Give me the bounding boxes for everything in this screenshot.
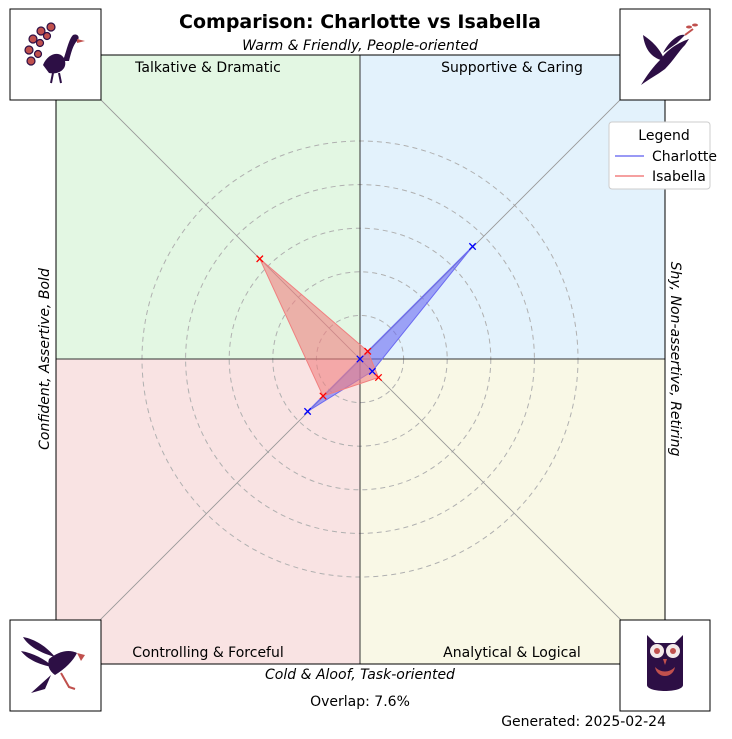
- quadrant-label-talkative: Talkative & Dramatic: [134, 60, 281, 76]
- legend-entry-isabella: Isabella: [652, 169, 706, 185]
- dove-icon: [619, 8, 711, 101]
- axis-label-left: Confident, Assertive, Bold: [37, 268, 53, 450]
- owl-icon: [619, 619, 711, 712]
- legend: Legend Charlotte Isabella: [608, 121, 717, 190]
- plot-frame: [55, 54, 666, 665]
- point-marker-charlotte: [303, 407, 312, 416]
- quadrant-label-analytical: Analytical & Logical: [443, 645, 581, 661]
- point-marker-isabella: [256, 255, 264, 263]
- peacock-icon: [9, 8, 102, 101]
- quadrant-label-controlling: Controlling & Forceful: [132, 645, 284, 661]
- legend-title: Legend: [638, 128, 689, 144]
- point-marker-isabella: [364, 347, 372, 355]
- axis-label-bottom: Cold & Aloof, Task-oriented: [265, 667, 455, 683]
- axis-label-right: Shy, Non-assertive, Retiring: [667, 262, 683, 457]
- quadrant-label-supportive: Supportive & Caring: [441, 60, 583, 76]
- series-layer: [256, 242, 477, 416]
- legend-entry-charlotte: Charlotte: [652, 149, 717, 165]
- point-marker-charlotte: [356, 355, 364, 363]
- point-marker-isabella: [374, 373, 383, 382]
- overlap-text: Overlap: 7.6%: [310, 694, 410, 710]
- axis-label-top: Warm & Friendly, People-oriented: [242, 38, 478, 54]
- generated-text: Generated: 2025-02-24: [501, 714, 666, 730]
- point-marker-isabella: [319, 392, 327, 400]
- point-marker-charlotte: [368, 367, 376, 375]
- chart-title: Comparison: Charlotte vs Isabella: [179, 11, 541, 33]
- eagle-icon: [9, 619, 102, 712]
- point-marker-charlotte: [468, 242, 477, 251]
